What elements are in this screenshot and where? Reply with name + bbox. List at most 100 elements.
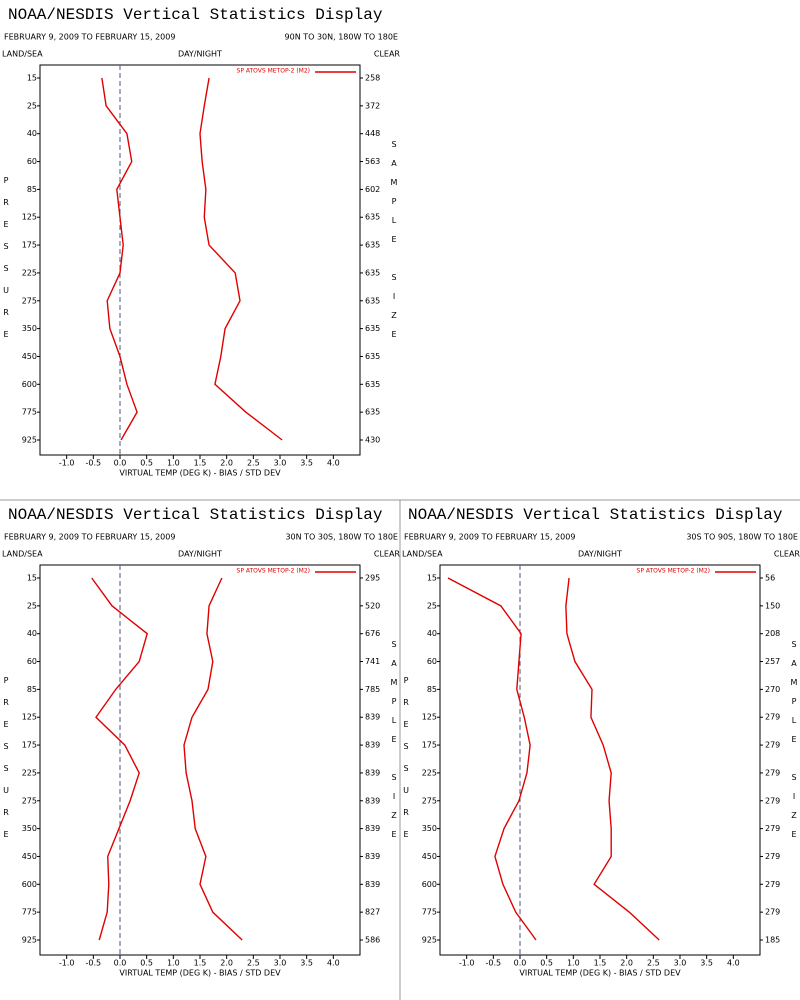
region: 30N TO 30S, 180W TO 180E bbox=[285, 533, 398, 542]
panel-title: NOAA/NESDIS Vertical Statistics Display bbox=[8, 506, 383, 524]
sample-size-label: 270 bbox=[765, 685, 780, 694]
center-header: DAY/NIGHT bbox=[178, 50, 222, 59]
sample-size-label: 635 bbox=[365, 296, 380, 305]
sample-size-label: 839 bbox=[365, 796, 380, 805]
left-header: LAND/SEA bbox=[2, 550, 43, 559]
legend-label: SP ATOVS METOP-2 (M2) bbox=[237, 68, 310, 75]
y2-axis-label: SAMPLE SIZE bbox=[390, 640, 399, 849]
sample-size-label: 635 bbox=[365, 268, 380, 277]
y-tick-label: 225 bbox=[22, 768, 37, 777]
profile-line bbox=[101, 77, 138, 441]
y-tick-label: 275 bbox=[422, 796, 437, 805]
y-tick-label: 60 bbox=[427, 657, 437, 666]
y-tick-label: 775 bbox=[22, 408, 37, 417]
date-range: FEBRUARY 9, 2009 TO FEBRUARY 15, 2009 bbox=[4, 533, 175, 542]
profile-line bbox=[91, 577, 149, 941]
x-tick-label: 2.0 bbox=[220, 959, 233, 968]
sample-size-label: 150 bbox=[765, 601, 780, 610]
plot-frame bbox=[39, 64, 361, 456]
sample-size-label: 785 bbox=[365, 685, 380, 694]
x-tick-label: -0.5 bbox=[486, 959, 502, 968]
legend-label: SP ATOVS METOP-2 (M2) bbox=[637, 568, 710, 575]
y-tick-label: 275 bbox=[22, 796, 37, 805]
sample-size-label: 430 bbox=[365, 436, 380, 445]
x-tick-label: 2.5 bbox=[647, 959, 660, 968]
sample-size-label: 257 bbox=[765, 657, 780, 666]
y-tick-label: 175 bbox=[422, 741, 437, 750]
y-tick-label: 15 bbox=[427, 574, 437, 583]
x-tick-label: 2.0 bbox=[220, 459, 233, 468]
profile-line bbox=[447, 577, 537, 941]
sample-size-label: 185 bbox=[765, 936, 780, 945]
y-tick-label: 450 bbox=[22, 352, 37, 361]
x-tick-label: 4.0 bbox=[327, 459, 340, 468]
x-axis-label: VIRTUAL TEMP (DEG K) - BIAS / STD DEV bbox=[119, 969, 281, 978]
sample-size-label: 372 bbox=[365, 101, 380, 110]
profile-line bbox=[565, 577, 660, 941]
x-tick-label: -1.0 bbox=[59, 959, 75, 968]
profile-line bbox=[183, 577, 243, 941]
sample-size-label: 839 bbox=[365, 852, 380, 861]
y-axis-label: PRESSURE bbox=[2, 676, 11, 852]
right-header: CLEAR bbox=[774, 550, 800, 559]
x-tick-label: 1.5 bbox=[194, 459, 207, 468]
y-tick-label: 175 bbox=[22, 241, 37, 250]
y-tick-label: 25 bbox=[427, 601, 437, 610]
y-axis-label: PRESSURE bbox=[2, 176, 11, 352]
sample-size-label: 279 bbox=[765, 908, 780, 917]
sample-size-label: 279 bbox=[765, 852, 780, 861]
x-axis-label: VIRTUAL TEMP (DEG K) - BIAS / STD DEV bbox=[119, 469, 281, 478]
y-tick-label: 40 bbox=[27, 129, 37, 138]
x-tick-label: 3.0 bbox=[274, 959, 287, 968]
x-tick-label: -0.5 bbox=[86, 959, 102, 968]
y-tick-label: 600 bbox=[22, 880, 37, 889]
sample-size-label: 635 bbox=[365, 408, 380, 417]
y-tick-label: 775 bbox=[422, 908, 437, 917]
y-tick-label: 925 bbox=[22, 436, 37, 445]
sample-size-label: 279 bbox=[765, 768, 780, 777]
sample-size-label: 279 bbox=[765, 880, 780, 889]
sample-size-label: 586 bbox=[365, 936, 380, 945]
x-tick-label: 3.5 bbox=[300, 459, 313, 468]
x-tick-label: 1.5 bbox=[194, 959, 207, 968]
x-tick-label: 3.0 bbox=[274, 459, 287, 468]
sample-size-label: 448 bbox=[365, 129, 380, 138]
y-tick-label: 40 bbox=[27, 629, 37, 638]
y-tick-label: 350 bbox=[22, 324, 37, 333]
sample-size-label: 839 bbox=[365, 768, 380, 777]
y-tick-label: 125 bbox=[22, 213, 37, 222]
y-tick-label: 85 bbox=[427, 685, 437, 694]
legend-label: SP ATOVS METOP-2 (M2) bbox=[237, 568, 310, 575]
y-tick-label: 225 bbox=[422, 768, 437, 777]
y-tick-label: 175 bbox=[22, 741, 37, 750]
sample-size-label: 839 bbox=[365, 741, 380, 750]
x-tick-label: 2.5 bbox=[247, 959, 260, 968]
y-tick-label: 85 bbox=[27, 185, 37, 194]
x-tick-label: 1.5 bbox=[594, 959, 607, 968]
y-tick-label: 40 bbox=[427, 629, 437, 638]
y-tick-label: 450 bbox=[422, 852, 437, 861]
x-tick-label: 3.5 bbox=[300, 959, 313, 968]
sample-size-label: 839 bbox=[365, 713, 380, 722]
sample-size-label: 635 bbox=[365, 213, 380, 222]
y-tick-label: 60 bbox=[27, 657, 37, 666]
x-tick-label: -0.5 bbox=[86, 459, 102, 468]
x-tick-label: 0.5 bbox=[140, 959, 153, 968]
x-tick-label: 4.0 bbox=[327, 959, 340, 968]
y-tick-label: 225 bbox=[22, 268, 37, 277]
x-axis-label: VIRTUAL TEMP (DEG K) - BIAS / STD DEV bbox=[519, 969, 681, 978]
x-tick-label: 4.0 bbox=[727, 959, 740, 968]
x-tick-label: 0.0 bbox=[114, 459, 127, 468]
x-tick-label: 2.5 bbox=[247, 459, 260, 468]
y-tick-label: 350 bbox=[422, 824, 437, 833]
y-tick-label: 15 bbox=[27, 74, 37, 83]
region: 90N TO 30N, 180W TO 180E bbox=[285, 33, 398, 42]
sample-size-label: 827 bbox=[365, 908, 380, 917]
y-tick-label: 125 bbox=[22, 713, 37, 722]
y2-axis-label: SAMPLE SIZE bbox=[390, 140, 399, 349]
sample-size-label: 56 bbox=[765, 574, 775, 583]
y-axis-label: PRESSURE bbox=[402, 676, 411, 852]
region: 30S TO 90S, 180W TO 180E bbox=[686, 533, 798, 542]
left-header: LAND/SEA bbox=[2, 50, 43, 59]
